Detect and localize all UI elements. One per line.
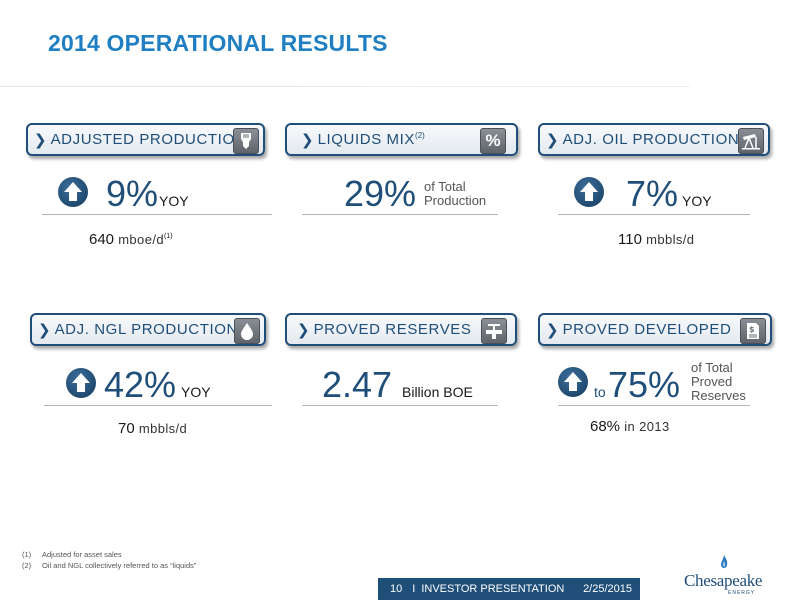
- card-proved-developed-header: ❯ PROVED DEVELOPED $: [538, 313, 772, 346]
- proved-reserves-value: 2.47: [322, 364, 393, 405]
- footer-bar: 10 I INVESTOR PRESENTATION 2/25/2015: [378, 578, 640, 600]
- footer-date: 2/25/2015: [583, 583, 632, 595]
- document-dollar-icon: $: [740, 318, 766, 344]
- title-divider: [0, 86, 690, 87]
- pumpjack-icon: [738, 128, 764, 154]
- valve-icon: [481, 318, 507, 344]
- proved-developed-prefix: to: [594, 384, 606, 400]
- footnote: (1) Adjusted for asset sales: [22, 550, 122, 559]
- adjusted-production-unit: YOY: [159, 193, 189, 209]
- card-ngl-production-header: ❯ ADJ. NGL PRODUCTION: [30, 313, 266, 346]
- percent-icon: %: [480, 128, 506, 154]
- logo-wordmark: Chesapeake: [684, 571, 763, 590]
- chevron-right-icon: ❯: [38, 321, 51, 339]
- divider: [558, 405, 750, 406]
- oil-production-value: 7%: [626, 173, 679, 214]
- page-number: 10: [390, 583, 403, 595]
- divider: [302, 405, 498, 406]
- flame-logo-icon: [721, 555, 728, 568]
- proved-developed-note: of Total Proved Reserves: [691, 360, 746, 403]
- chevron-right-icon: ❯: [297, 321, 310, 339]
- proved-developed-value: 75%: [608, 364, 681, 405]
- card-liquids-mix-header: ❯ LIQUIDS MIX(2) %: [285, 123, 518, 156]
- footer-label: INVESTOR PRESENTATION: [421, 583, 565, 595]
- card-adjusted-production-header: ❯ ADJUSTED PRODUCTION: [26, 123, 265, 156]
- proved-developed-subvalue: 68% in 2013: [590, 418, 670, 435]
- oil-production-unit: YOY: [682, 193, 712, 209]
- drill-bit-icon: [233, 128, 259, 154]
- chevron-right-icon: ❯: [546, 131, 559, 149]
- chevron-right-icon: ❯: [301, 131, 314, 149]
- company-logo: Chesapeake ENERGY: [684, 553, 776, 597]
- card-label: PROVED RESERVES: [313, 321, 472, 338]
- logo-tagline: ENERGY: [728, 590, 756, 596]
- adjusted-production-subvalue: 640 mboe/d(1): [89, 231, 173, 248]
- up-arrow-icon: [574, 177, 604, 207]
- divider: [558, 214, 750, 215]
- footer-separator: I: [412, 583, 416, 595]
- divider: [42, 214, 272, 215]
- ngl-production-subvalue: 70 mbbls/d: [118, 420, 188, 437]
- proved-reserves-unit: Billion BOE: [402, 384, 473, 400]
- footnotes: (1) Adjusted for asset sales (2) Oil and N…: [22, 549, 196, 571]
- liquids-mix-note: of Total Production: [424, 179, 487, 208]
- liquids-mix-value: 29%: [344, 173, 417, 214]
- chevron-right-icon: ❯: [34, 131, 47, 149]
- oil-production-subvalue: 110 mbbls/d: [618, 231, 695, 248]
- divider: [44, 405, 272, 406]
- card-proved-reserves-header: ❯ PROVED RESERVES: [285, 313, 517, 346]
- up-arrow-icon: [66, 368, 96, 398]
- card-oil-production-header: ❯ ADJ. OIL PRODUCTION: [538, 123, 770, 156]
- droplet-icon: [234, 318, 260, 344]
- ngl-production-value: 42%: [104, 364, 177, 405]
- card-label: LIQUIDS MIX(2): [317, 131, 425, 148]
- card-label: PROVED DEVELOPED: [562, 321, 732, 338]
- adjusted-production-value: 9%: [106, 173, 159, 214]
- card-label: ADJ. OIL PRODUCTION: [562, 131, 740, 148]
- up-arrow-icon: [558, 367, 588, 397]
- page-title: 2014 OPERATIONAL RESULTS: [48, 30, 388, 56]
- chevron-right-icon: ❯: [546, 321, 559, 339]
- ngl-production-unit: YOY: [181, 384, 211, 400]
- divider: [302, 214, 498, 215]
- up-arrow-icon: [58, 177, 88, 207]
- card-label: ADJ. NGL PRODUCTION: [54, 321, 238, 338]
- svg-text:$: $: [749, 325, 755, 334]
- card-label: ADJUSTED PRODUCTION: [50, 131, 247, 148]
- footnote: (2) Oil and NGL collectively referred to …: [22, 561, 197, 570]
